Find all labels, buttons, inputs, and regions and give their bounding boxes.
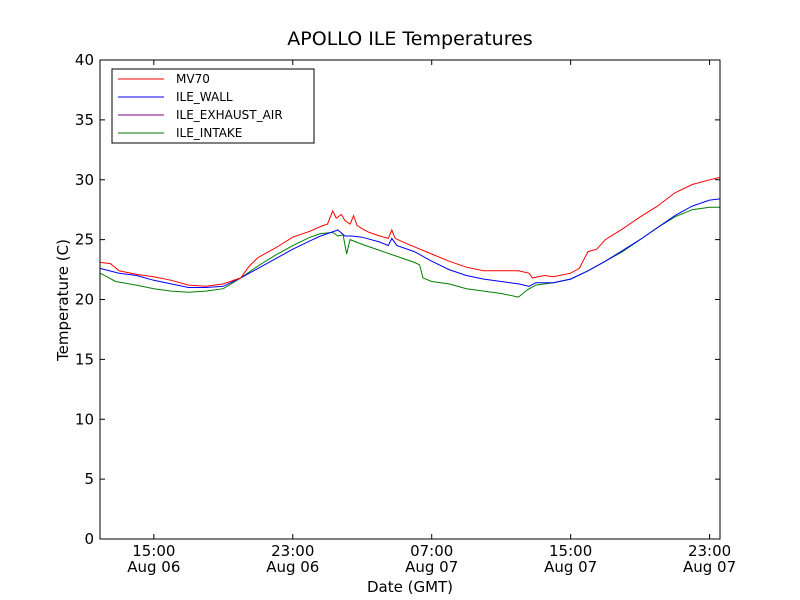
y-tick-label: 40 xyxy=(75,51,94,69)
y-tick-label: 10 xyxy=(75,410,94,428)
x-tick-date-label: Aug 07 xyxy=(544,558,597,576)
y-axis-label: Temperature (C) xyxy=(54,239,72,362)
legend-box xyxy=(111,68,315,144)
x-tick-date-label: Aug 06 xyxy=(127,558,180,576)
x-tick-time-label: 23:00 xyxy=(688,542,731,560)
y-tick-label: 35 xyxy=(75,111,94,129)
legend-label: ILE_EXHAUST_AIR xyxy=(176,108,283,122)
plot-series xyxy=(99,176,721,298)
series-line-ile-wall xyxy=(99,198,721,288)
x-tick-time-label: 15:00 xyxy=(132,542,175,560)
y-tick-label: 30 xyxy=(75,171,94,189)
y-tick-label: 0 xyxy=(84,530,94,548)
x-tick-time-label: 23:00 xyxy=(271,542,314,560)
y-tick-label: 25 xyxy=(75,231,94,249)
legend-label: ILE_INTAKE xyxy=(176,126,242,140)
y-axis: 0 5 10 15 20 25 30 35 40 xyxy=(75,51,720,548)
y-tick-label: 20 xyxy=(75,291,94,309)
y-tick-label: 5 xyxy=(84,470,94,488)
chart-title: APOLLO ILE Temperatures xyxy=(287,28,532,50)
x-axis-label: Date (GMT) xyxy=(367,578,453,596)
y-tick-label: 15 xyxy=(75,350,94,368)
legend: MV70 ILE_WALL ILE_EXHAUST_AIR ILE_INTAKE xyxy=(111,68,315,144)
x-tick-time-label: 07:00 xyxy=(410,542,453,560)
x-tick-date-label: Aug 07 xyxy=(405,558,458,576)
series-line-mv70 xyxy=(99,176,721,287)
x-tick-date-label: Aug 06 xyxy=(266,558,319,576)
series-line-ile-intake xyxy=(99,206,720,298)
legend-label: MV70 xyxy=(176,72,210,86)
x-tick-time-label: 15:00 xyxy=(549,542,592,560)
legend-label: ILE_WALL xyxy=(176,90,233,104)
x-tick-date-label: Aug 07 xyxy=(683,558,736,576)
